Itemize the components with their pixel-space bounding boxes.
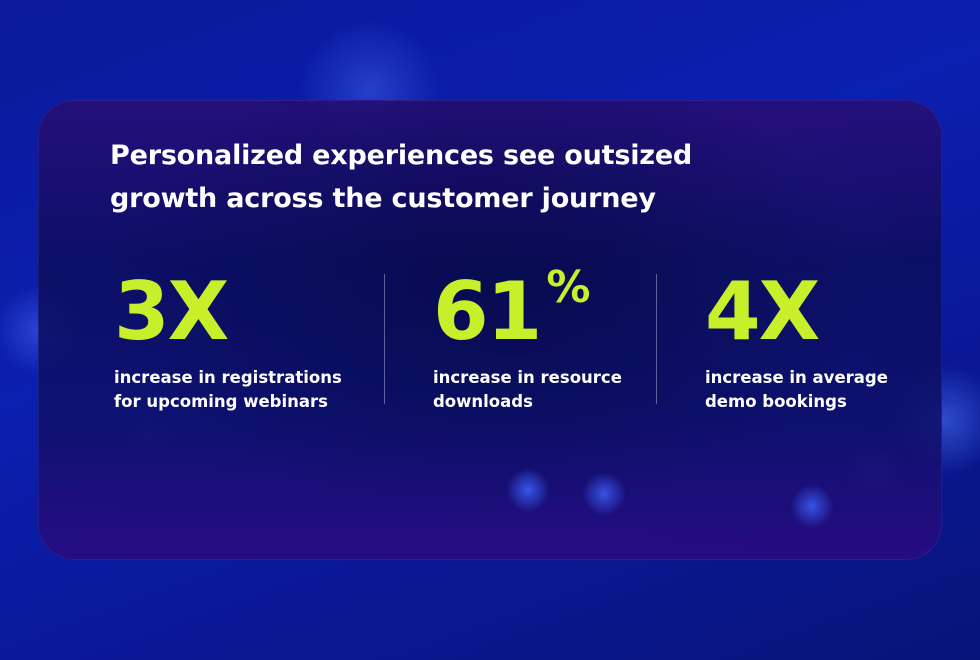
stats-card: Personalized experiences see outsized gr… <box>38 100 942 560</box>
stat-description: increase in average demo bookings <box>705 368 888 411</box>
stat-number: 61 <box>433 265 542 358</box>
stat-description: increase in registrations for upcoming w… <box>114 368 342 411</box>
stat-number: 3X <box>114 265 229 358</box>
stat-value: 61% <box>433 265 653 358</box>
stat-demo-bookings: 4X increase in average demo bookings <box>705 272 925 414</box>
stat-webinar-registrations: 3X increase in registrations for upcomin… <box>114 272 364 414</box>
percent-sign: % <box>546 262 591 313</box>
decorative-glow <box>506 468 550 512</box>
stat-description: increase in resource downloads <box>433 368 622 411</box>
divider <box>384 274 385 404</box>
headline: Personalized experiences see outsized gr… <box>110 140 693 214</box>
stat-value: 3X <box>114 272 364 356</box>
decorative-glow <box>582 472 626 516</box>
stat-resource-downloads: 61% increase in resource downloads <box>433 265 653 414</box>
stat-value: 4X <box>705 272 925 356</box>
decorative-glow <box>790 484 834 528</box>
divider <box>656 274 657 404</box>
stat-number: 4X <box>705 265 820 358</box>
